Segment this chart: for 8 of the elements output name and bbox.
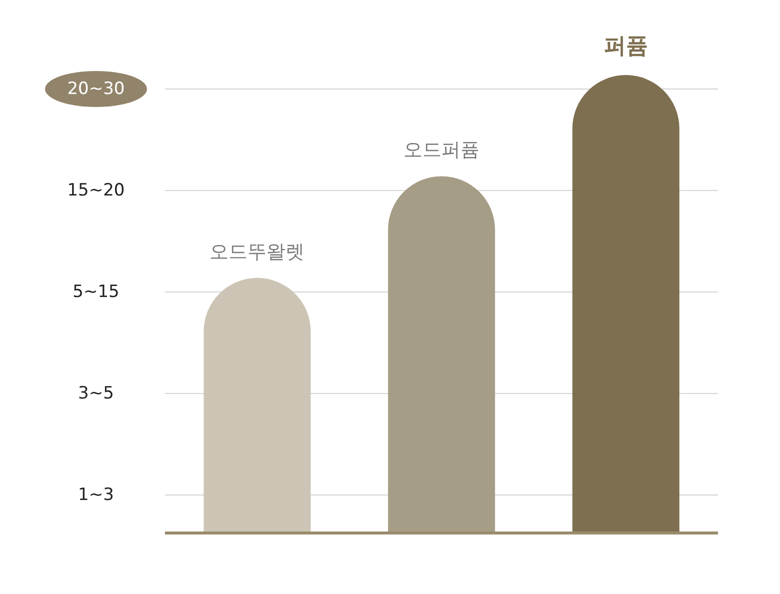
x-tick-label: 퍼퓸 — [604, 34, 648, 59]
text: 5~15 — [72, 282, 120, 302]
x-tick-label: 오드뚜왈렛 — [210, 240, 305, 263]
x-tick-label: 오드퍼퓸 — [404, 139, 480, 162]
text: 1~3 — [78, 485, 114, 505]
text: 15~20 — [67, 180, 125, 200]
text: 3~5 — [78, 384, 114, 404]
text: 20~30 — [67, 79, 125, 99]
